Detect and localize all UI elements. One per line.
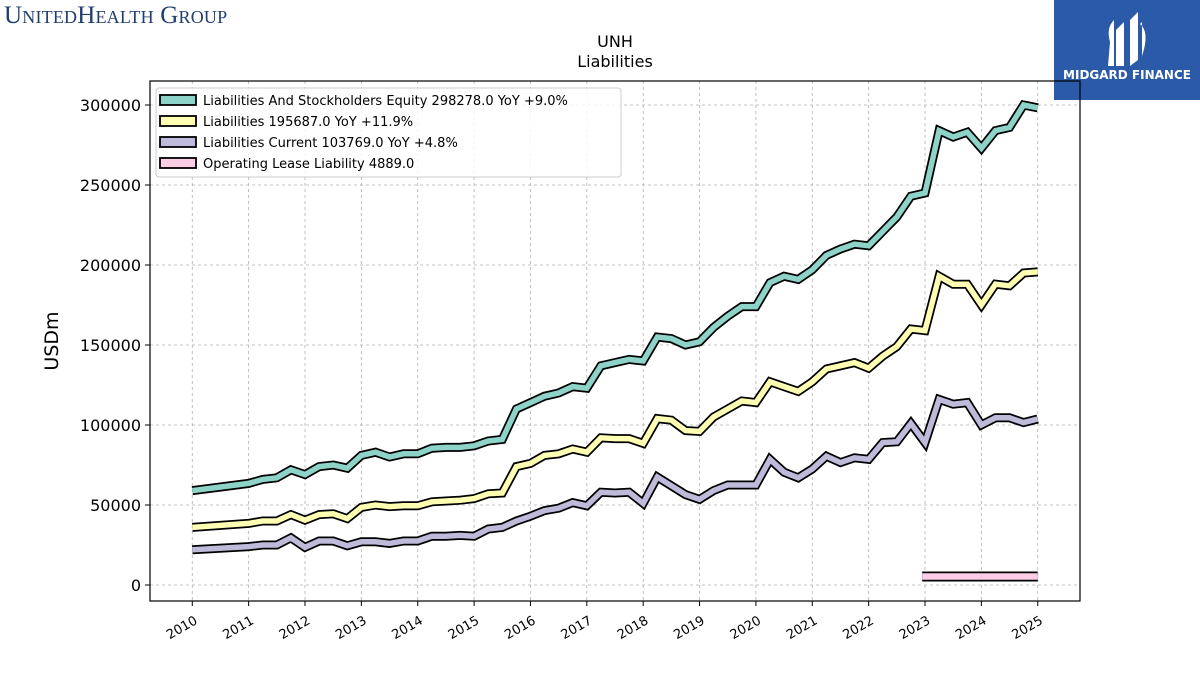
- x-tick-label: 2016: [502, 613, 538, 643]
- series-line: [192, 395, 1039, 553]
- y-tick-label: 300000: [80, 96, 141, 115]
- y-tick-label: 250000: [80, 176, 141, 195]
- legend-box: [155, 87, 622, 178]
- unitedhealth-group-logo: UnitedHealth Group: [4, 2, 228, 29]
- legend-entry: Operating Lease Liability 4889.0: [203, 157, 414, 172]
- y-axis-label: USDm: [41, 311, 63, 370]
- midgard-logo-mark: [1054, 0, 1200, 100]
- legend-entry: Liabilities 195687.0 YoY +11.9%: [203, 115, 413, 130]
- series-line: [192, 269, 1038, 531]
- x-tick-label: 2022: [840, 613, 876, 643]
- x-tick-label: 2014: [390, 613, 426, 643]
- x-tick-label: 2015: [446, 613, 482, 643]
- legend: Liabilities And Stockholders Equity 2982…: [155, 87, 622, 178]
- x-tick-label: 2020: [728, 613, 764, 643]
- legend-entry: Liabilities And Stockholders Equity 2982…: [203, 94, 568, 109]
- brand-name: MIDGARD FINANCE: [1063, 68, 1191, 82]
- chart-subtitle: Liabilities: [577, 52, 653, 71]
- x-tick-label: 2021: [784, 613, 820, 643]
- axis-ticks: 0 50000 100000 150000 200000 250000 300000 2010…: [80, 96, 1046, 643]
- legend-swatch: [159, 136, 197, 148]
- series-line: [191, 101, 1039, 494]
- legend-swatch: [159, 115, 197, 127]
- y-tick-label: 50000: [90, 496, 141, 515]
- series-lines: [191, 99, 1039, 582]
- legend-swatch: [159, 157, 197, 169]
- x-tick-label: 2012: [277, 613, 313, 643]
- x-tick-label: 2024: [953, 613, 989, 643]
- midgard-finance-logo: MIDGARD FINANCE: [1054, 0, 1200, 100]
- plot-frame: [149, 80, 1081, 602]
- y-tick-label: 100000: [80, 416, 141, 435]
- chart-title: UNH: [597, 32, 633, 51]
- legend-entry: Liabilities Current 103769.0 YoY +4.8%: [203, 136, 458, 151]
- x-tick-label: 2013: [333, 613, 369, 643]
- y-tick-label: 150000: [80, 336, 141, 355]
- y-tick-label: 200000: [80, 256, 141, 275]
- legend-swatch: [159, 94, 197, 106]
- x-tick-label: 2019: [671, 613, 707, 643]
- x-tick-label: 2010: [164, 613, 200, 643]
- x-tick-label: 2025: [1010, 613, 1046, 643]
- x-tick-label: 2017: [559, 613, 595, 643]
- y-tick-label: 0: [131, 576, 141, 595]
- x-tick-label: 2023: [897, 613, 933, 643]
- x-tick-label: 2018: [615, 613, 651, 643]
- x-tick-label: 2011: [220, 613, 256, 643]
